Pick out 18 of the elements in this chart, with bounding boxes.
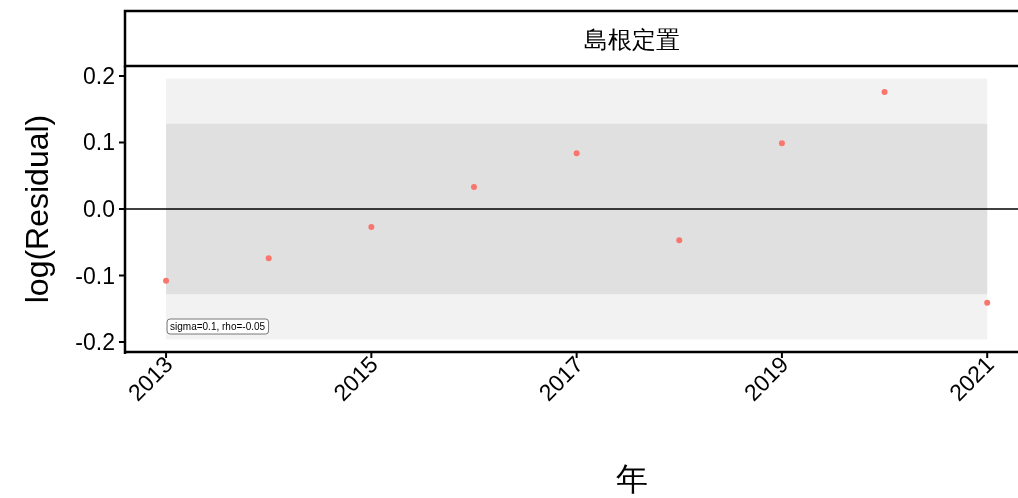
point bbox=[881, 88, 888, 95]
point bbox=[265, 255, 272, 262]
point bbox=[573, 150, 580, 157]
y-tick-label: -0.2 bbox=[75, 329, 115, 356]
x-axis-title: 年 bbox=[615, 461, 648, 497]
y-tick-label: 0.1 bbox=[83, 129, 115, 156]
y-tick-label: -0.1 bbox=[75, 262, 115, 289]
point bbox=[470, 184, 477, 191]
y-tick-label: 0.0 bbox=[83, 196, 115, 222]
point bbox=[778, 140, 785, 147]
point bbox=[984, 299, 991, 306]
y-axis-title: log(Residual) bbox=[19, 114, 55, 304]
point bbox=[368, 223, 375, 230]
point bbox=[676, 237, 683, 244]
y-tick-label: 0.2 bbox=[83, 62, 115, 89]
point bbox=[163, 277, 170, 284]
annotation: sigma=0.1, rho=-0.05 bbox=[170, 321, 266, 332]
chart-title: 島根定置 bbox=[583, 26, 680, 53]
